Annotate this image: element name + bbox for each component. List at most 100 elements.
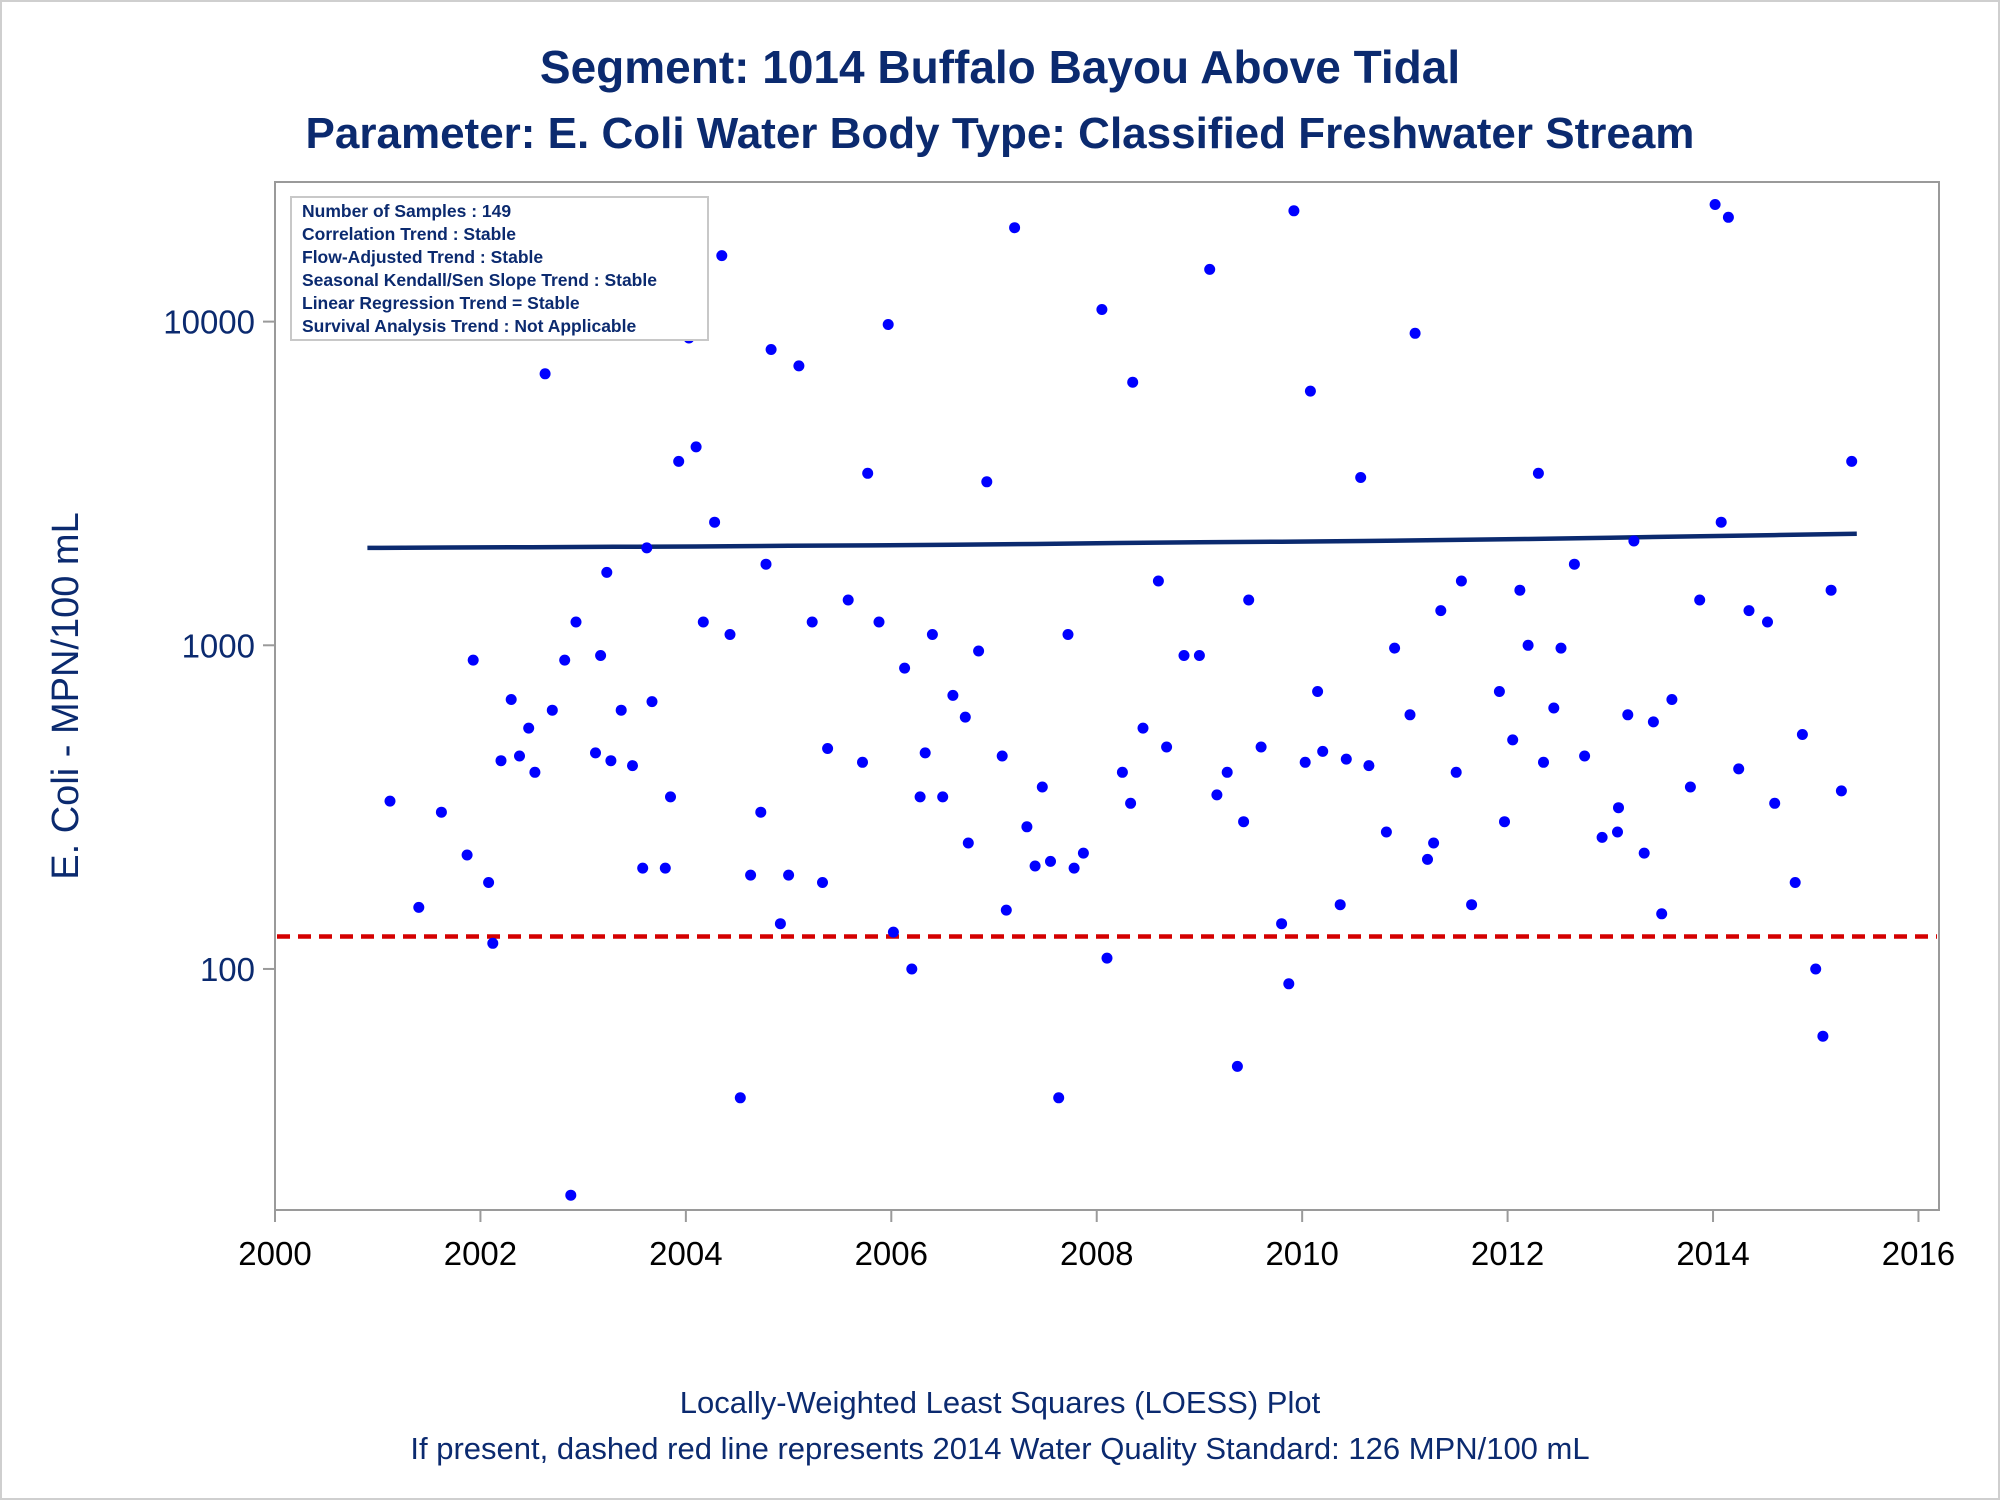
data-point [1389,642,1401,654]
chart-marks: 2000 2002 2004 2006 2008 2010 2012 2014 2016 100 1… [163,199,1955,1272]
data-point [1161,741,1173,753]
stats-line-samples: Number of Samples : 149 [302,201,511,221]
stats-legend-box [290,196,709,341]
x-tick-label: 2000 [238,1235,311,1272]
data-point [435,806,447,818]
data-point [690,441,702,453]
data-point [605,755,617,767]
data-point [1628,535,1640,547]
data-point [595,650,607,661]
data-point [765,344,777,355]
data-point [483,877,495,888]
plot-area [274,181,1940,1211]
data-point [659,862,671,874]
data-point [760,558,772,570]
data-point [1709,199,1721,210]
data-point [973,645,985,657]
data-point [1522,639,1534,651]
data-point [882,319,894,330]
data-point [523,722,535,734]
data-point [1116,766,1128,778]
data-point [1762,616,1773,628]
data-point [1404,709,1416,721]
data-point [1846,455,1858,467]
data-point [906,963,918,975]
stats-legend: Number of Samples : 149 Correlation Tren… [290,196,709,341]
data-point [1532,467,1544,479]
data-point [959,711,971,723]
data-point [926,629,938,640]
data-point [899,662,911,674]
data-point [887,926,899,938]
data-point [570,616,582,628]
data-point [873,616,885,628]
data-point [1152,575,1164,587]
data-point [793,360,805,372]
stats-line-survival-analysis: Survival Analysis Trend : Not Applicable [302,316,636,336]
y-tick-label: 10000 [163,304,255,341]
data-point [1045,855,1056,867]
data-point [1355,472,1367,483]
x-tick-label: 2010 [1265,1235,1338,1272]
data-point [1255,741,1267,753]
data-point [1455,575,1467,587]
data-point [1021,821,1033,833]
data-point [1466,899,1478,911]
data-point [817,877,828,888]
stats-line-linear-regression: Linear Regression Trend = Stable [302,293,580,313]
data-point [1428,837,1440,849]
data-point [1666,694,1678,705]
x-tick-label: 2004 [649,1235,722,1272]
data-point [1211,789,1223,801]
footnote-2: If present, dashed red line represents 2… [410,1431,1589,1466]
data-point [1221,766,1233,778]
data-point [1068,862,1080,874]
data-point [1579,750,1591,762]
data-point [1796,729,1808,740]
data-point [822,743,834,754]
data-point [565,1189,577,1201]
x-tick-label: 2006 [855,1235,928,1272]
data-point [673,455,685,467]
data-point [1656,908,1668,920]
data-point [1769,797,1781,809]
data-point [1817,1030,1829,1042]
loess-line [367,531,1857,551]
data-point [1317,745,1329,757]
x-tick-label: 2014 [1676,1235,1749,1272]
x-tick-label: 2012 [1471,1235,1544,1272]
data-point [1722,211,1734,223]
data-point [1422,853,1433,865]
data-point [1450,766,1462,778]
data-point [1733,763,1745,775]
data-point [1036,781,1048,793]
data-point [529,766,541,778]
data-point [1000,904,1012,916]
data-point [716,250,728,262]
data-point [1009,222,1021,234]
x-tick-label: 2008 [1060,1235,1133,1272]
data-point [1409,327,1421,339]
y-tick-label: 1000 [182,627,255,664]
y-tick-label: 100 [200,951,255,988]
data-point [947,689,959,701]
data-point [1612,826,1623,838]
data-point [862,467,874,479]
data-point [806,616,818,628]
data-point [1555,642,1567,654]
stats-line-seasonal-kendall: Seasonal Kendall/Sen Slope Trend : Stabl… [302,270,657,290]
data-point [842,594,854,606]
data-point [1193,650,1205,661]
data-point [1062,629,1074,640]
data-point [697,616,709,628]
data-point [1363,760,1375,772]
data-point [1125,797,1137,809]
data-point [745,869,757,881]
data-point [615,704,627,716]
data-point [467,654,479,666]
data-point [1053,1092,1065,1104]
data-point [1077,847,1089,859]
data-point [1276,918,1288,930]
data-point [996,750,1008,762]
